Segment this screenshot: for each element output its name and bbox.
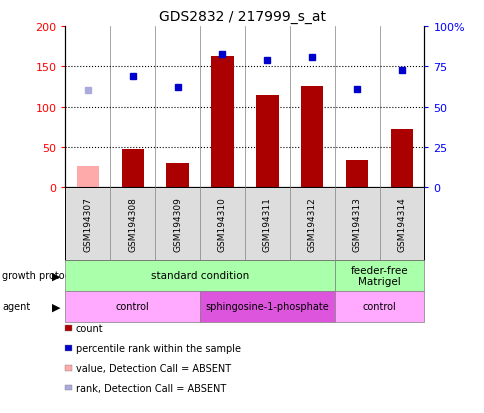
Text: feeder-free
Matrigel: feeder-free Matrigel (350, 265, 408, 287)
Bar (166, 164, 188, 188)
Text: value, Detection Call = ABSENT: value, Detection Call = ABSENT (76, 363, 230, 373)
Text: control: control (362, 301, 395, 312)
Text: growth protocol: growth protocol (2, 271, 79, 281)
Bar (76, 166, 99, 188)
Text: GSM194309: GSM194309 (173, 197, 182, 252)
Text: ▶: ▶ (52, 271, 60, 281)
Text: sphingosine-1-phosphate: sphingosine-1-phosphate (205, 301, 329, 312)
Text: standard condition: standard condition (151, 271, 249, 281)
Text: GSM194311: GSM194311 (262, 197, 272, 252)
Text: agent: agent (2, 301, 30, 312)
Text: GSM194308: GSM194308 (128, 197, 137, 252)
Bar (390, 130, 412, 188)
Bar (211, 57, 233, 188)
Text: GSM194312: GSM194312 (307, 197, 316, 252)
Text: GDS2832 / 217999_s_at: GDS2832 / 217999_s_at (159, 10, 325, 24)
Text: GSM194313: GSM194313 (352, 197, 361, 252)
Text: control: control (116, 301, 150, 312)
Bar (121, 150, 144, 188)
Text: rank, Detection Call = ABSENT: rank, Detection Call = ABSENT (76, 383, 226, 393)
Text: percentile rank within the sample: percentile rank within the sample (76, 343, 240, 353)
Text: GSM194314: GSM194314 (396, 197, 406, 252)
Bar (345, 161, 367, 188)
Text: GSM194307: GSM194307 (83, 197, 92, 252)
Text: GSM194310: GSM194310 (217, 197, 227, 252)
Bar (301, 86, 323, 188)
Bar (256, 95, 278, 188)
Text: count: count (76, 323, 103, 333)
Text: ▶: ▶ (52, 301, 60, 312)
